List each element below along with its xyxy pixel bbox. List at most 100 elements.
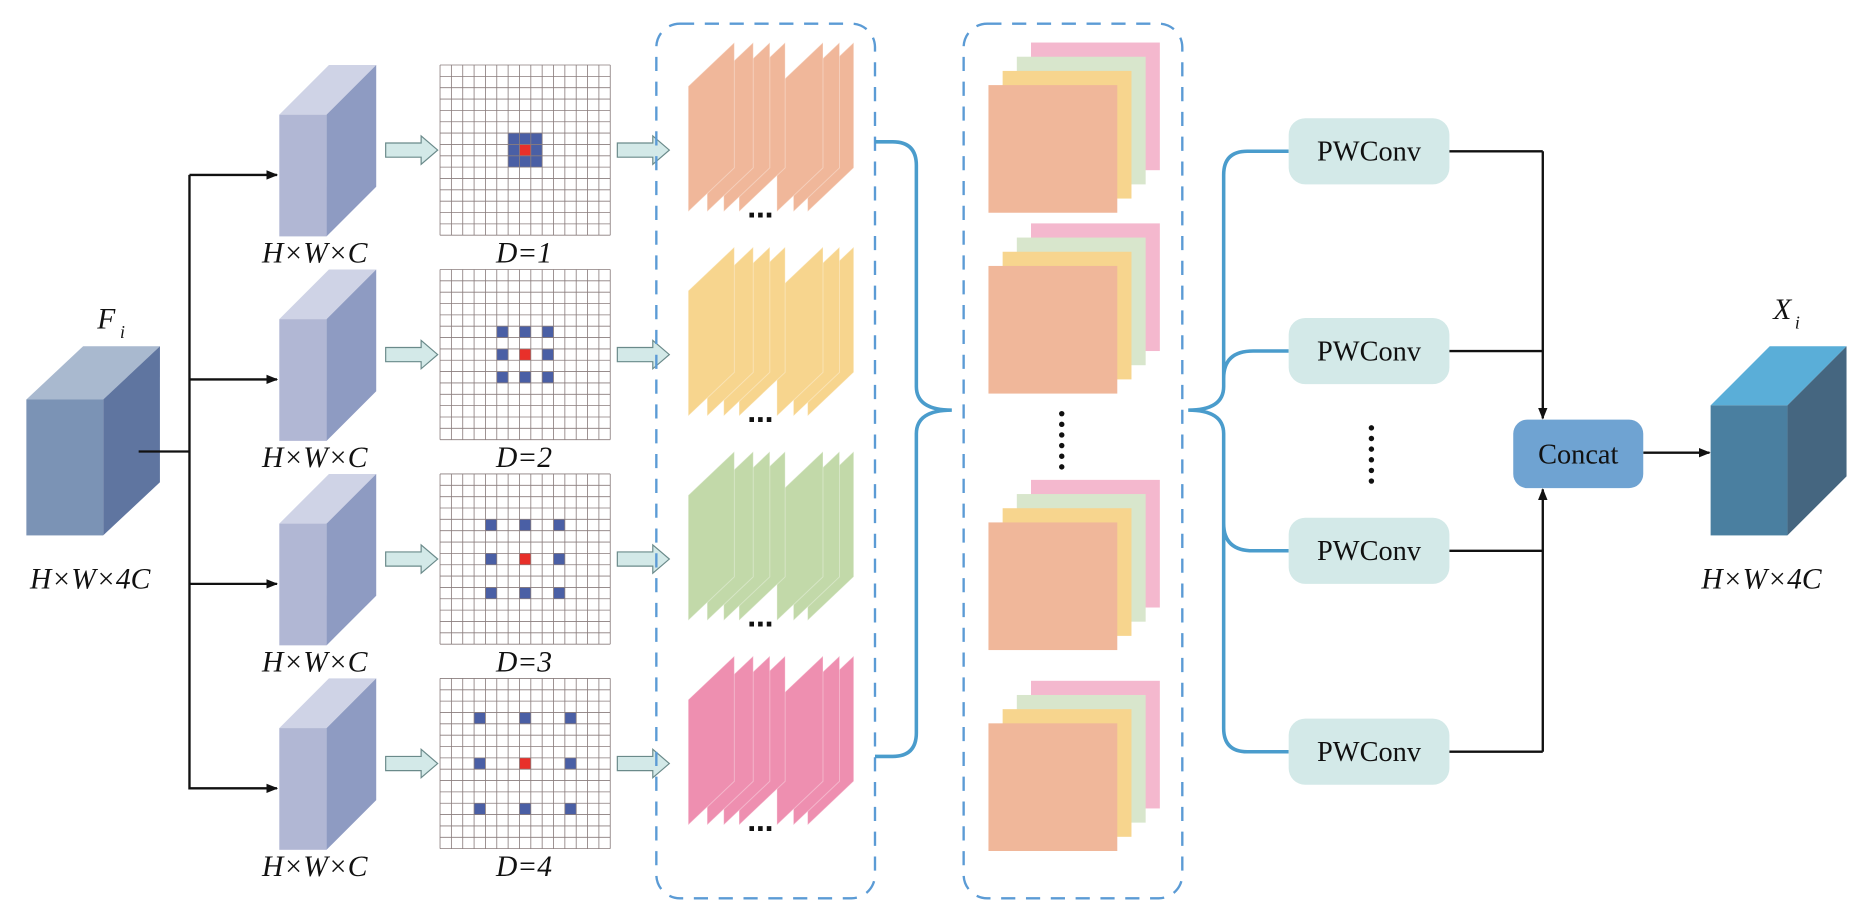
branch-shape-label: H×W×C <box>261 646 368 678</box>
kernel-center-cell <box>519 757 531 770</box>
dilation-kernel-grid <box>439 473 611 645</box>
channel-stack <box>988 223 1160 394</box>
kernel-center-cell <box>519 144 531 156</box>
merge-brace <box>874 140 952 759</box>
kernel-cell <box>485 553 497 565</box>
feature-slice <box>687 450 735 622</box>
kernel-cell <box>474 803 486 815</box>
kernel-cell <box>519 803 531 815</box>
branch-feature-cube <box>279 473 377 646</box>
kernel-cell <box>564 712 577 724</box>
pwconv-label: PWConv <box>1317 737 1422 768</box>
flow-arrow <box>385 339 439 371</box>
dilated-feature-slices <box>687 41 855 213</box>
kernel-center-cell <box>519 553 531 565</box>
kernel-cell <box>474 757 486 770</box>
stacked-feature-map <box>988 522 1118 651</box>
concat-label: Concat <box>1538 439 1618 470</box>
kernel-cell <box>485 587 497 599</box>
kernel-cell <box>508 155 520 168</box>
input-feature-cube <box>26 346 160 536</box>
dilation-label: D=4 <box>495 851 552 883</box>
kernel-cell <box>564 803 577 815</box>
branch-feature-cube <box>279 269 377 441</box>
pwconv-label: PWConv <box>1317 137 1422 168</box>
kernel-cell <box>496 326 509 338</box>
stacked-feature-map <box>988 85 1118 213</box>
pwconv-block: PWConv <box>1288 317 1543 385</box>
branch-feature-cube <box>279 678 377 850</box>
kernel-cell <box>496 371 509 383</box>
kernel-cell <box>496 348 509 361</box>
kernel-cell <box>519 587 531 599</box>
branch-4: H×W×C D=4 … <box>189 654 855 883</box>
kernel-cell <box>530 155 543 168</box>
kernel-cell <box>519 326 531 338</box>
pwconv-block: PWConv <box>1288 517 1543 584</box>
kernel-cell <box>553 587 565 599</box>
flow-arrow <box>616 748 671 779</box>
pwconv-label: PWConv <box>1317 536 1422 567</box>
concat-connectors <box>1538 151 1711 752</box>
input-shape-label: H×W×4C <box>29 564 151 596</box>
flow-arrow <box>385 543 439 575</box>
branch-shape-label: H×W×C <box>261 442 368 474</box>
channel-stack <box>988 680 1160 851</box>
dilation-kernel-grid <box>439 678 611 850</box>
kernel-cell <box>519 371 531 383</box>
dilated-feature-slices <box>687 245 855 418</box>
dilated-feature-slices <box>687 654 855 827</box>
branch-2: H×W×C D=2 … <box>189 245 855 474</box>
branch-shape-label: H×W×C <box>261 237 368 269</box>
split-connectors <box>138 174 191 790</box>
kernel-cell <box>508 144 520 156</box>
dilation-label: D=3 <box>495 646 552 678</box>
channel-stack <box>988 42 1160 213</box>
ellipsis: … <box>747 399 773 429</box>
ellipsis: … <box>747 603 773 633</box>
kernel-cell <box>519 712 531 724</box>
kernel-cell <box>530 144 543 156</box>
dilation-kernel-grid <box>439 269 611 441</box>
ellipsis: … <box>747 808 773 838</box>
kernel-cell <box>485 519 497 531</box>
kernel-cell <box>564 757 577 770</box>
output-feature-cube <box>1710 346 1847 536</box>
stacked-feature-map <box>988 723 1118 851</box>
stacked-feature-map <box>988 265 1118 394</box>
kernel-cell <box>542 371 554 383</box>
regrouped-features-box <box>962 22 1184 900</box>
branch-3: H×W×C D=3 … <box>189 450 855 678</box>
kernel-cell <box>508 133 520 145</box>
pwconv-block: PWConv <box>1288 118 1543 185</box>
kernel-cell <box>519 133 531 145</box>
flow-arrow <box>385 134 439 166</box>
flow-arrow <box>616 543 671 575</box>
feature-slice <box>687 654 735 827</box>
kernel-cell <box>530 133 543 145</box>
branch-feature-cube <box>279 65 377 237</box>
flow-arrow <box>616 339 671 371</box>
split-brace <box>1188 149 1289 754</box>
dilation-label: D=1 <box>495 237 552 269</box>
dilated-feature-slices <box>687 450 855 622</box>
feature-slice <box>687 245 735 418</box>
pwconv-block: PWConv <box>1288 718 1543 785</box>
channel-stack <box>988 479 1160 651</box>
kernel-cell <box>553 519 565 531</box>
dilation-label: D=2 <box>495 442 552 474</box>
ellipsis: … <box>747 194 773 224</box>
concat-block: Concat <box>1513 419 1644 489</box>
kernel-cell <box>519 519 531 531</box>
branch-shape-label: H×W×C <box>261 851 368 883</box>
vertical-ellipsis-dots <box>1059 410 1065 470</box>
branch-1: H×W×C D=1 … <box>189 41 855 269</box>
feature-slice <box>687 41 735 213</box>
kernel-cell <box>542 326 554 338</box>
pwconv-label: PWConv <box>1317 336 1422 367</box>
kernel-cell <box>553 553 565 565</box>
kernel-center-cell <box>519 348 531 361</box>
kernel-cell <box>474 712 486 724</box>
